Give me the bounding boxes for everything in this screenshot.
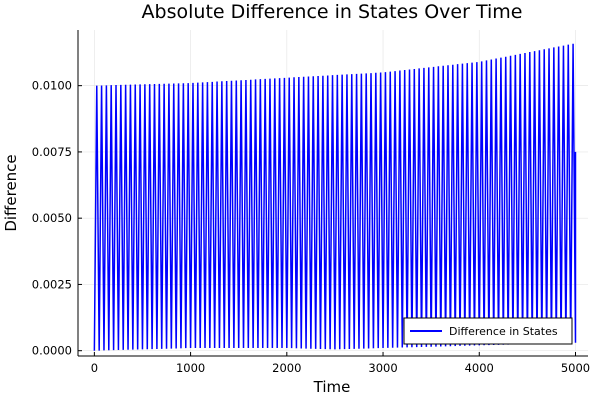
x-tick-label: 0 <box>91 361 98 375</box>
x-tick-label: 3000 <box>368 361 397 375</box>
y-ticks: 0.0000 0.0025 0.0050 0.0075 0.0100 <box>32 79 82 358</box>
axes <box>77 30 588 357</box>
y-tick-label: 0.0025 <box>32 277 72 291</box>
y-tick-label: 0.0100 <box>32 79 72 93</box>
series-line-0 <box>93 43 577 351</box>
plot-area <box>93 43 577 351</box>
legend-label: Difference in States <box>449 325 558 338</box>
legend: Difference in States <box>403 317 573 345</box>
y-tick-label: 0.0000 <box>32 344 72 358</box>
chart-title: Absolute Difference in States Over Time <box>142 1 523 23</box>
x-tick-label: 4000 <box>465 361 494 375</box>
y-axis-label: Difference <box>2 154 20 231</box>
x-tick-label: 2000 <box>272 361 301 375</box>
x-tick-label: 1000 <box>176 361 205 375</box>
y-tick-label: 0.0075 <box>32 145 72 159</box>
x-axis-label: Time <box>313 378 351 396</box>
x-tick-label: 5000 <box>561 361 590 375</box>
y-tick-label: 0.0050 <box>32 211 72 225</box>
x-ticks: 0 1000 2000 3000 4000 5000 <box>91 352 590 375</box>
